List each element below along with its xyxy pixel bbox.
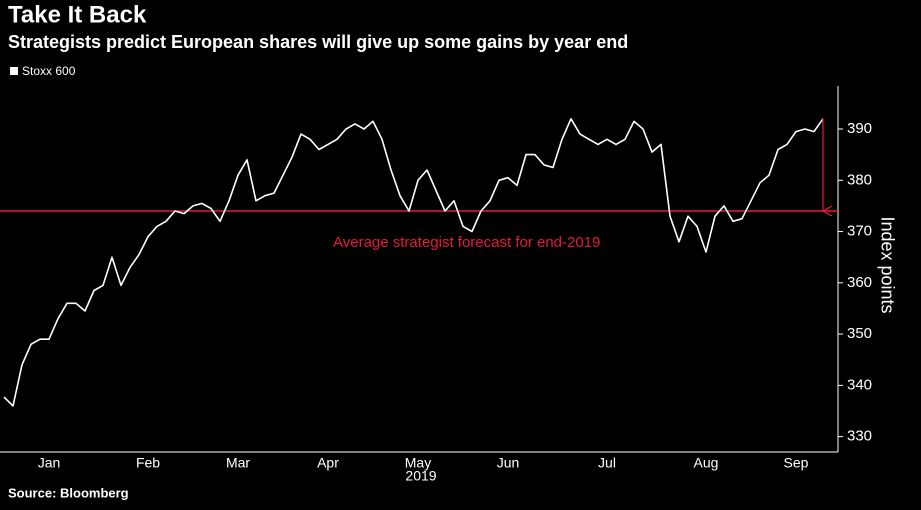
x-tick-label: Apr xyxy=(317,455,339,471)
chart-title: Take It Back xyxy=(8,1,147,28)
y-tick-label: 370 xyxy=(847,223,872,240)
y-tick-label: 380 xyxy=(847,171,872,188)
source: Source: Bloomberg xyxy=(8,485,129,500)
legend-swatch xyxy=(10,67,18,75)
y-tick-label: 350 xyxy=(847,325,872,342)
y-tick-label: 360 xyxy=(847,274,872,291)
x-tick-label: Jun xyxy=(497,455,520,471)
x-tick-label: Jul xyxy=(598,455,616,471)
x-tick-label: Aug xyxy=(694,455,719,471)
x-tick-label: Jan xyxy=(38,455,61,471)
x-tick-label: May xyxy=(405,455,431,471)
y-tick-label: 340 xyxy=(847,376,872,393)
y-tick-label: 390 xyxy=(847,120,872,137)
reference-label: Average strategist forecast for end-2019 xyxy=(333,234,600,251)
legend-label: Stoxx 600 xyxy=(22,64,76,78)
x-tick-label: Feb xyxy=(136,455,160,471)
chart-subtitle: Strategists predict European shares will… xyxy=(8,32,628,52)
x-tick-label: Sep xyxy=(784,455,809,471)
y-tick-label: 330 xyxy=(847,428,872,445)
x-axis-label: 2019 xyxy=(405,468,436,484)
y-axis-label: Index points xyxy=(877,216,897,313)
x-tick-label: Mar xyxy=(226,455,250,471)
series-line xyxy=(3,118,824,407)
